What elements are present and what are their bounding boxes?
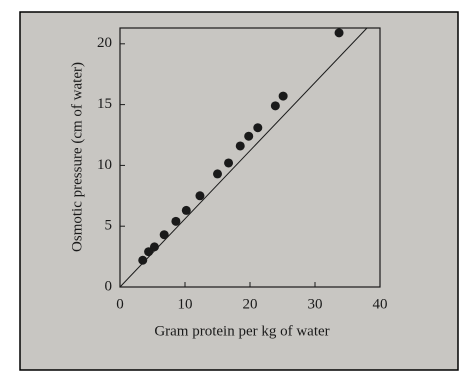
y-tick-label: 10 (97, 157, 112, 173)
x-tick-label: 40 (373, 296, 388, 312)
data-point (235, 141, 245, 151)
x-axis-label: Gram protein per kg of water (154, 323, 329, 339)
data-point (159, 230, 169, 240)
y-tick-label: 15 (97, 96, 112, 112)
data-point (334, 28, 344, 38)
x-tick-label: 30 (308, 296, 323, 312)
y-tick-label: 5 (105, 218, 113, 234)
x-tick-label: 20 (243, 296, 258, 312)
data-point (195, 191, 205, 201)
data-point (138, 255, 148, 265)
y-axis-label: Osmotic pressure (cm of water) (69, 62, 85, 252)
data-point (224, 158, 234, 168)
data-point (270, 101, 280, 111)
data-point (253, 123, 263, 133)
y-tick-label: 20 (97, 35, 112, 51)
fit-line (119, 27, 368, 288)
data-point (278, 91, 288, 101)
photo-frame (19, 11, 459, 371)
data-point (181, 205, 191, 215)
data-point (171, 216, 181, 226)
x-tick-label: 10 (178, 296, 193, 312)
y-tick-label: 0 (105, 278, 113, 294)
data-point (213, 169, 222, 179)
x-tick-label: 0 (116, 296, 124, 312)
data-point (149, 242, 159, 252)
data-point (244, 131, 254, 141)
